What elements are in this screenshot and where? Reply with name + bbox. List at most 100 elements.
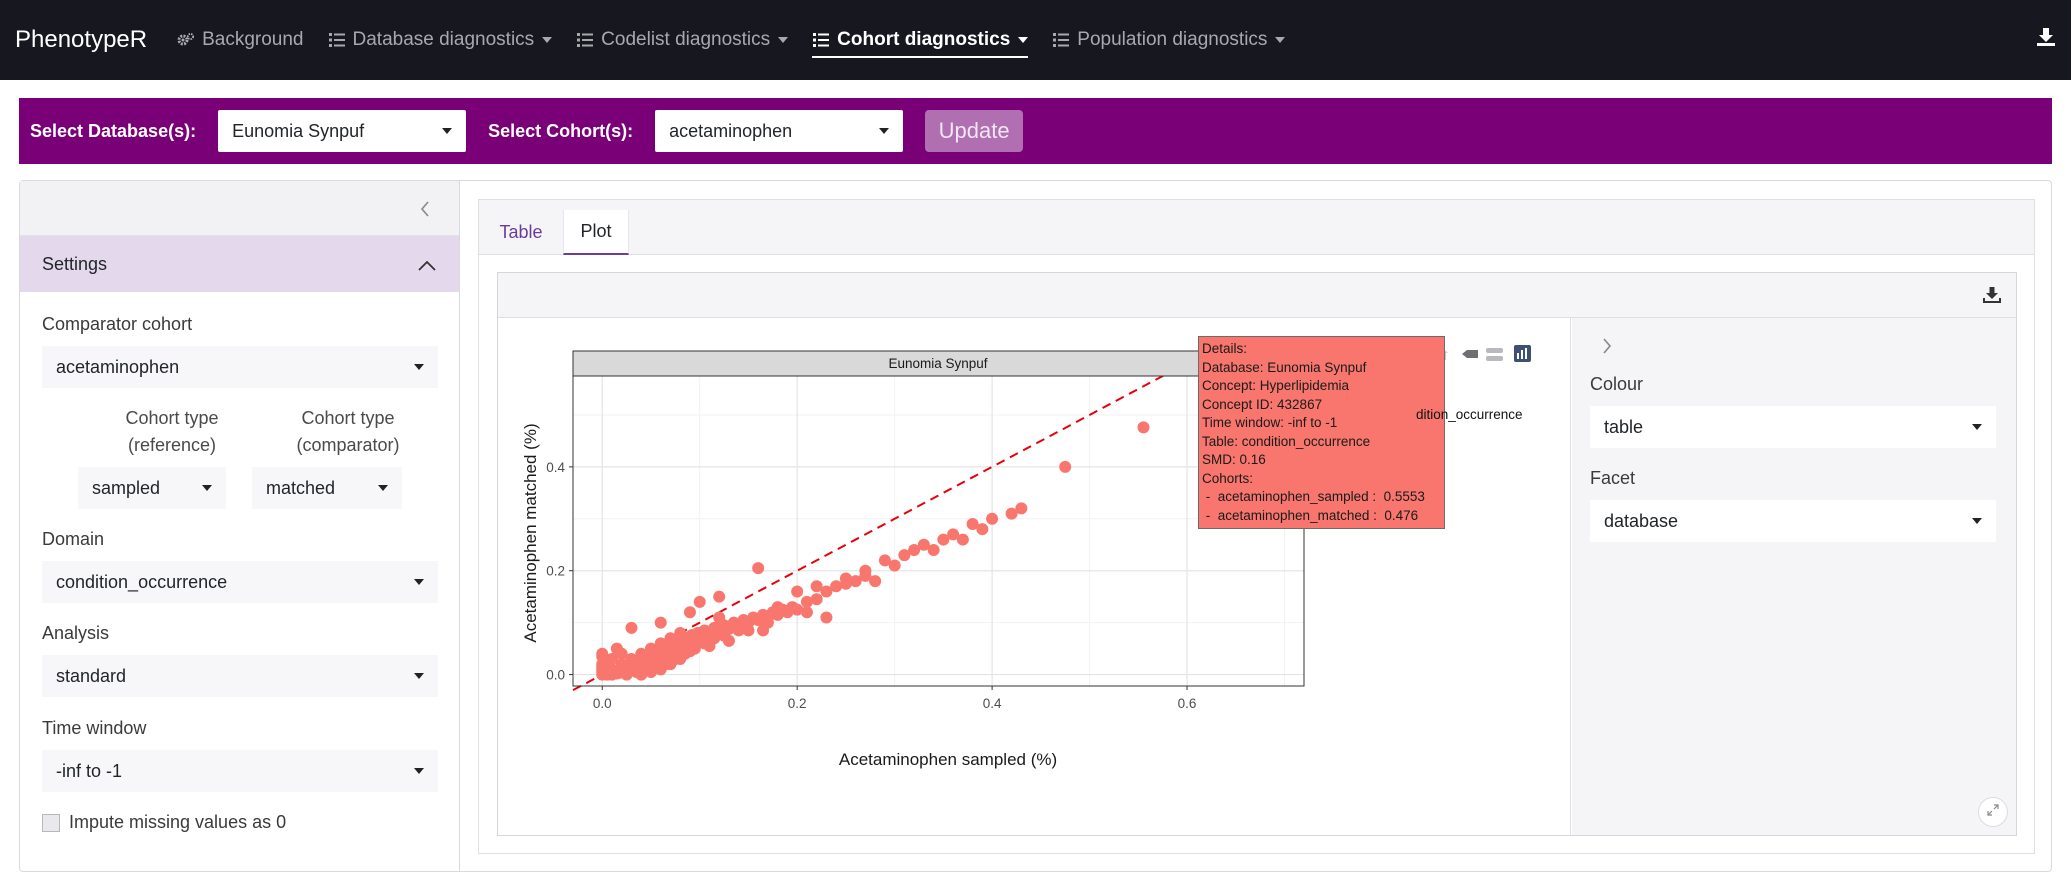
data-point [820, 585, 833, 598]
cohort-type-reference-select[interactable]: sampled [78, 467, 226, 509]
download-icon[interactable] [1982, 285, 2002, 305]
facet-select[interactable]: database [1590, 500, 1996, 542]
tag-icon[interactable] [1462, 350, 1478, 358]
time-window-label: Time window [42, 718, 147, 738]
tooltip-line: Concept: Hyperlipidemia [1202, 378, 1350, 393]
domain-select[interactable]: condition_occurrence [42, 561, 438, 603]
nav-cohort-diagnostics-label: Cohort diagnostics [837, 29, 1011, 50]
chevron-down-icon [414, 768, 424, 774]
chevron-down-icon [1972, 424, 1982, 430]
data-point [937, 533, 950, 546]
impute-missing-label: Impute missing values as 0 [69, 812, 287, 832]
chevron-down-icon [879, 128, 890, 134]
axis-ticks: 0.0 0.2 0.4 0.6 0.0 0.2 0.4 [546, 460, 1196, 711]
domain-label: Domain [42, 529, 105, 549]
nav-background[interactable]: Background [165, 0, 315, 80]
data-point [644, 665, 657, 678]
colour-label: Colour [1590, 374, 1644, 394]
data-point [791, 585, 804, 598]
data-point [869, 575, 882, 588]
plotly-modebar [1434, 345, 1531, 362]
data-point [722, 634, 735, 647]
data-point [1059, 460, 1072, 473]
data-point [947, 528, 960, 541]
facet-label: Facet [1590, 468, 1636, 488]
settings-accordion-header[interactable]: Settings [20, 236, 459, 292]
time-window-value: -inf to -1 [56, 760, 123, 781]
data-point [791, 603, 804, 616]
facet-value: database [1604, 510, 1679, 531]
brand-title[interactable]: PhenotypeR [15, 26, 148, 53]
tooltip-line: Details: [1202, 341, 1248, 356]
time-window-select[interactable]: -inf to -1 [42, 750, 438, 792]
colour-select[interactable]: table [1590, 406, 1996, 448]
comparator-cohort-select[interactable]: acetaminophen [42, 346, 438, 388]
x-tick-label: 0.2 [788, 696, 807, 711]
data-point [615, 658, 628, 671]
data-point [752, 562, 765, 575]
data-point [830, 580, 843, 593]
data-point [654, 663, 667, 676]
data-point [757, 624, 770, 637]
tooltip-line: Table: condition_occurrence [1202, 433, 1371, 449]
database-select-label: Select Database(s): [30, 120, 197, 141]
legend-entry[interactable]: dition_occurrence [1416, 407, 1523, 422]
filter-bar: Select Database(s): Eunomia Synpuf Selec… [19, 98, 2052, 164]
nav-database-diagnostics[interactable]: Database diagnostics [316, 0, 565, 80]
chevron-left-icon[interactable] [417, 199, 433, 219]
data-point [810, 580, 823, 593]
tooltip-line: Cohorts: [1202, 470, 1254, 486]
data-point [742, 624, 755, 637]
data-point [703, 640, 716, 653]
settings-sidebar: Settings Comparator cohort acetaminophen… [20, 181, 460, 871]
top-navbar: PhenotypeR Background Database diagnosti… [0, 0, 2071, 80]
tab-table[interactable]: Table [499, 222, 543, 242]
chevron-down-icon [1018, 37, 1029, 43]
colour-value: table [1604, 416, 1644, 437]
cohort-type-comparator-select[interactable]: matched [252, 467, 402, 509]
data-point [674, 652, 687, 665]
data-point [654, 637, 667, 650]
data-point [956, 533, 969, 546]
analysis-select[interactable]: standard [42, 655, 438, 697]
fullscreen-button[interactable] [1978, 797, 2008, 827]
nav-codelist-diagnostics[interactable]: Codelist diagnostics [564, 0, 800, 80]
tooltip-line: Time window: -inf to -1 [1202, 415, 1338, 430]
data-point [664, 632, 677, 645]
impute-missing-checkbox[interactable] [42, 813, 60, 832]
cohort-type-comparator-value: matched [266, 477, 336, 498]
chevron-down-icon [542, 37, 553, 43]
chevron-down-icon [202, 485, 212, 491]
list-icon [576, 31, 594, 49]
chevron-right-icon[interactable] [1600, 336, 1614, 356]
chevron-down-icon [778, 37, 789, 43]
tooltip-line: Database: Eunomia Synpuf [1202, 359, 1367, 375]
plotly-logo-icon[interactable] [1514, 345, 1531, 362]
data-point [771, 601, 784, 614]
update-button[interactable]: Update [925, 110, 1024, 152]
tab-plot[interactable]: Plot [563, 210, 629, 255]
chevron-down-icon [414, 579, 424, 585]
impute-missing-row[interactable]: Impute missing values as 0 [42, 812, 286, 833]
data-point [1015, 502, 1028, 515]
facet-strip-label: Eunomia Synpuf [888, 356, 987, 371]
data-point [674, 627, 687, 640]
settings-title: Settings [42, 253, 108, 274]
data-point [664, 658, 677, 671]
database-select[interactable]: Eunomia Synpuf [218, 110, 467, 152]
download-icon[interactable] [2035, 26, 2057, 48]
cohort-select-label: Select Cohort(s): [488, 120, 634, 141]
data-point [693, 595, 706, 608]
data-point [898, 549, 911, 562]
data-point [800, 595, 813, 608]
data-point [605, 663, 618, 676]
sidebar-header [20, 181, 459, 236]
compare-icon[interactable] [1486, 348, 1503, 361]
cohort-select[interactable]: acetaminophen [655, 110, 904, 152]
data-point [859, 564, 872, 577]
nav-population-diagnostics[interactable]: Population diagnostics [1040, 0, 1297, 80]
plot-area: 0.0 0.2 0.4 0.6 0.0 0.2 0.4 Eunomia Synpuf Ace… [498, 318, 1571, 835]
nav-cohort-diagnostics[interactable]: Cohort diagnostics [800, 0, 1040, 80]
scatter-plot[interactable]: 0.0 0.2 0.4 0.6 0.0 0.2 0.4 Eunomia Synpuf Ace… [498, 318, 1571, 835]
cohort-type-reference-label: Cohort type (reference) [80, 405, 264, 459]
